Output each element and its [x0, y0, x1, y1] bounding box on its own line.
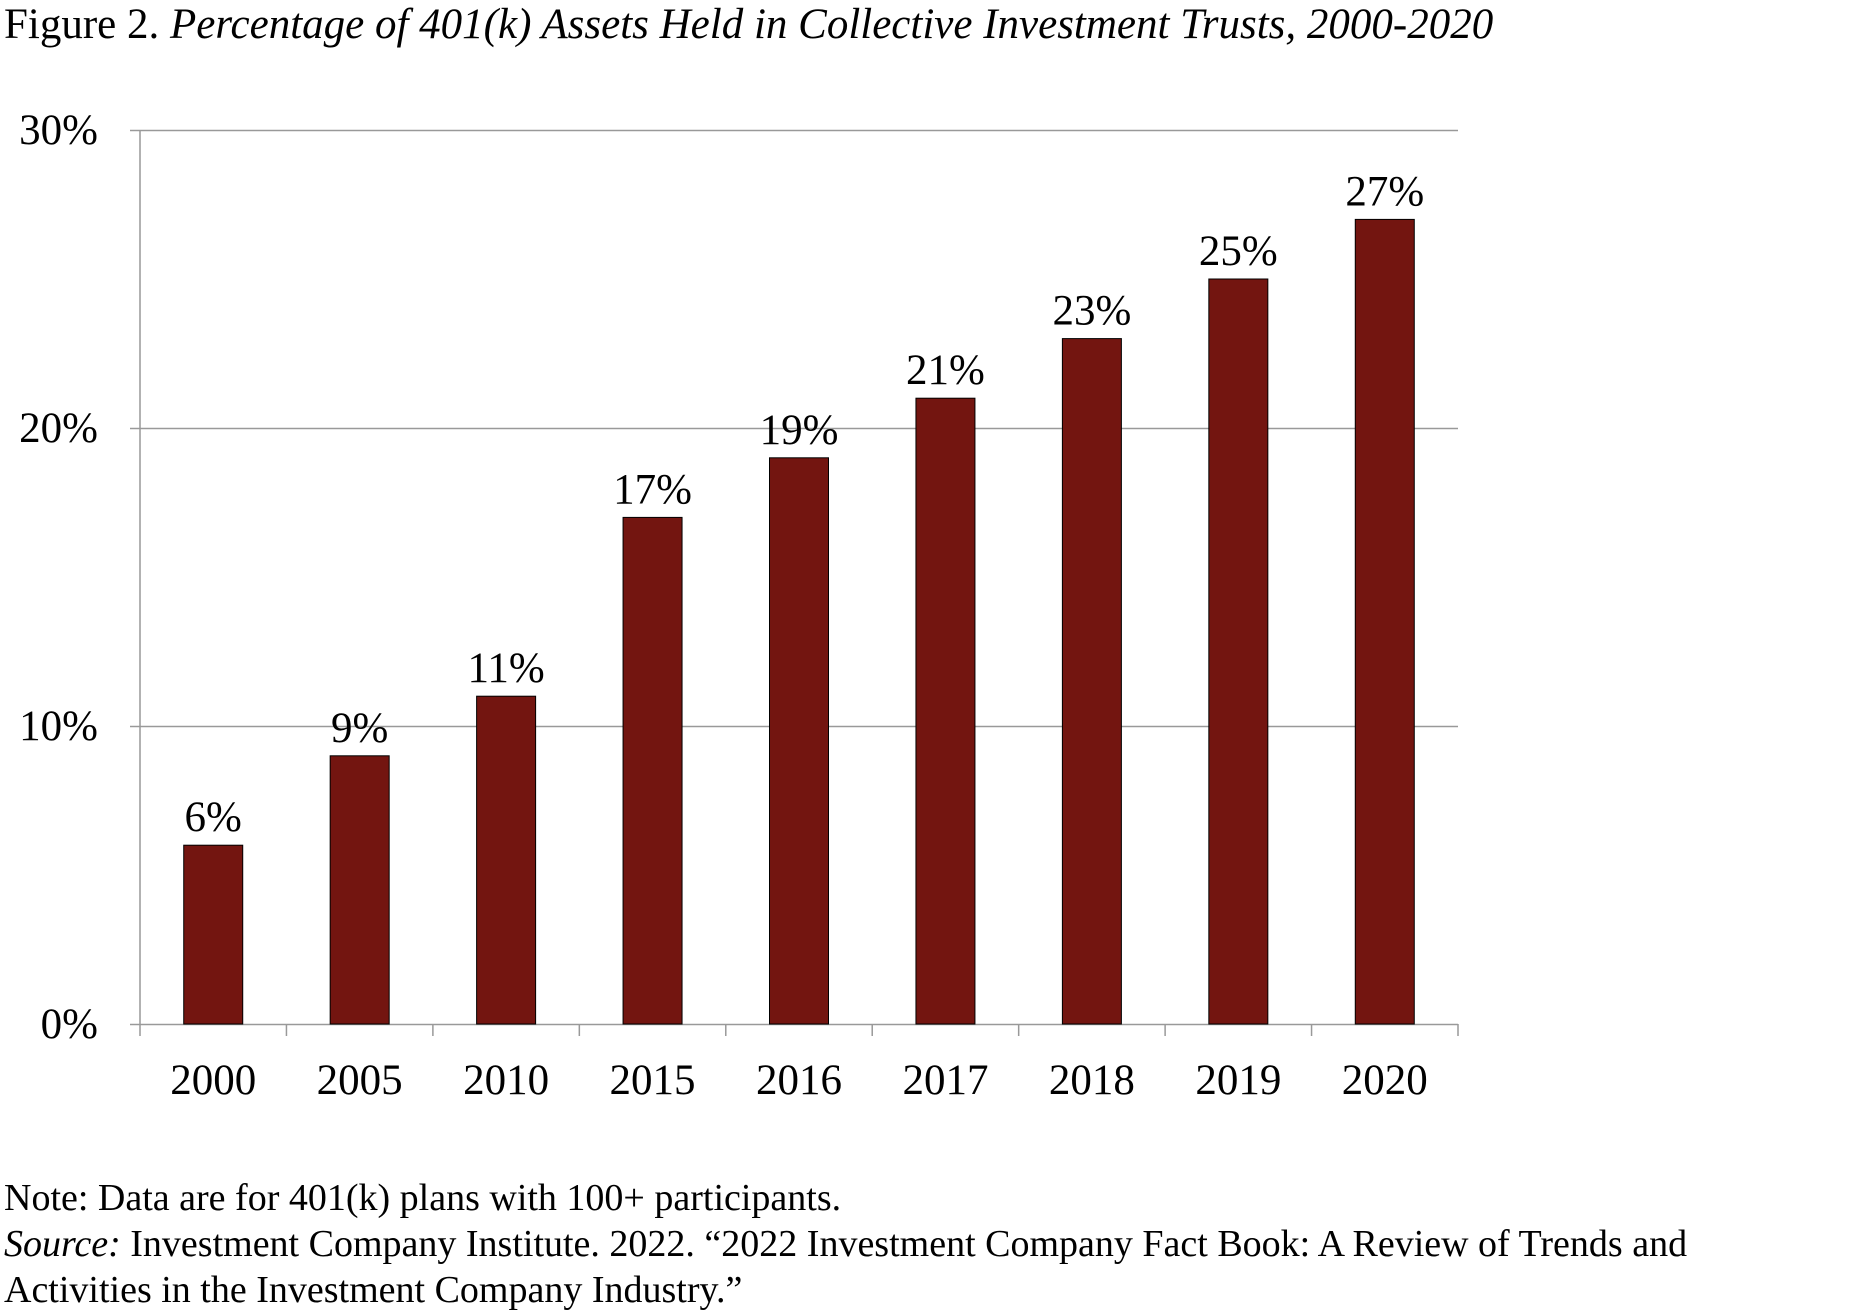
x-tick-label: 2005 [317, 1057, 403, 1104]
figure-label: Figure 2. [4, 1, 160, 48]
bar-2020 [1354, 218, 1415, 1025]
bar-2000 [183, 844, 244, 1025]
source-label: Source: [4, 1223, 121, 1265]
bar-2005 [329, 755, 390, 1025]
data-label: 21% [906, 347, 985, 394]
y-tick-label: 10% [19, 703, 98, 750]
bar-2019 [1208, 278, 1269, 1025]
data-label: 25% [1199, 228, 1278, 275]
figure-title: Figure 2. Percentage of 401(k) Assets He… [4, 0, 1493, 49]
notes: Note: Data are for 401(k) plans with 100… [4, 1175, 1687, 1313]
bar-2015 [622, 516, 683, 1025]
data-label: 11% [467, 645, 544, 692]
x-tick-label: 2016 [756, 1057, 842, 1104]
x-tick-label: 2019 [1195, 1057, 1281, 1104]
figure-title-text: Percentage of 401(k) Assets Held in Coll… [170, 1, 1494, 48]
data-label: 17% [613, 466, 692, 513]
data-label: 23% [1052, 288, 1131, 335]
x-tick-label: 2000 [170, 1057, 256, 1104]
x-tick-label: 2020 [1342, 1057, 1428, 1104]
x-tick-label: 2017 [902, 1057, 988, 1104]
source-line: Source: Investment Company Institute. 20… [4, 1221, 1687, 1267]
bar-2018 [1061, 338, 1122, 1025]
y-tick-label: 20% [19, 405, 98, 452]
data-label: 6% [185, 794, 242, 841]
x-tick-label: 2018 [1049, 1057, 1135, 1104]
y-tick-label: 0% [41, 1001, 98, 1048]
bar-2010 [476, 695, 537, 1025]
x-tick-label: 2010 [463, 1057, 549, 1104]
data-label: 19% [760, 407, 839, 454]
note-text: Note: Data are for 401(k) plans with 100… [4, 1177, 842, 1219]
x-tick-label: 2015 [610, 1057, 696, 1104]
source-text: Investment Company Institute. 2022. “202… [120, 1223, 1688, 1265]
bar-2016 [769, 457, 829, 1025]
data-label: 27% [1345, 168, 1424, 215]
bar-2017 [915, 397, 976, 1025]
y-tick-label: 30% [19, 107, 98, 154]
source-text-continued: Activities in the Investment Company Ind… [4, 1269, 743, 1311]
data-label: 9% [331, 705, 388, 752]
